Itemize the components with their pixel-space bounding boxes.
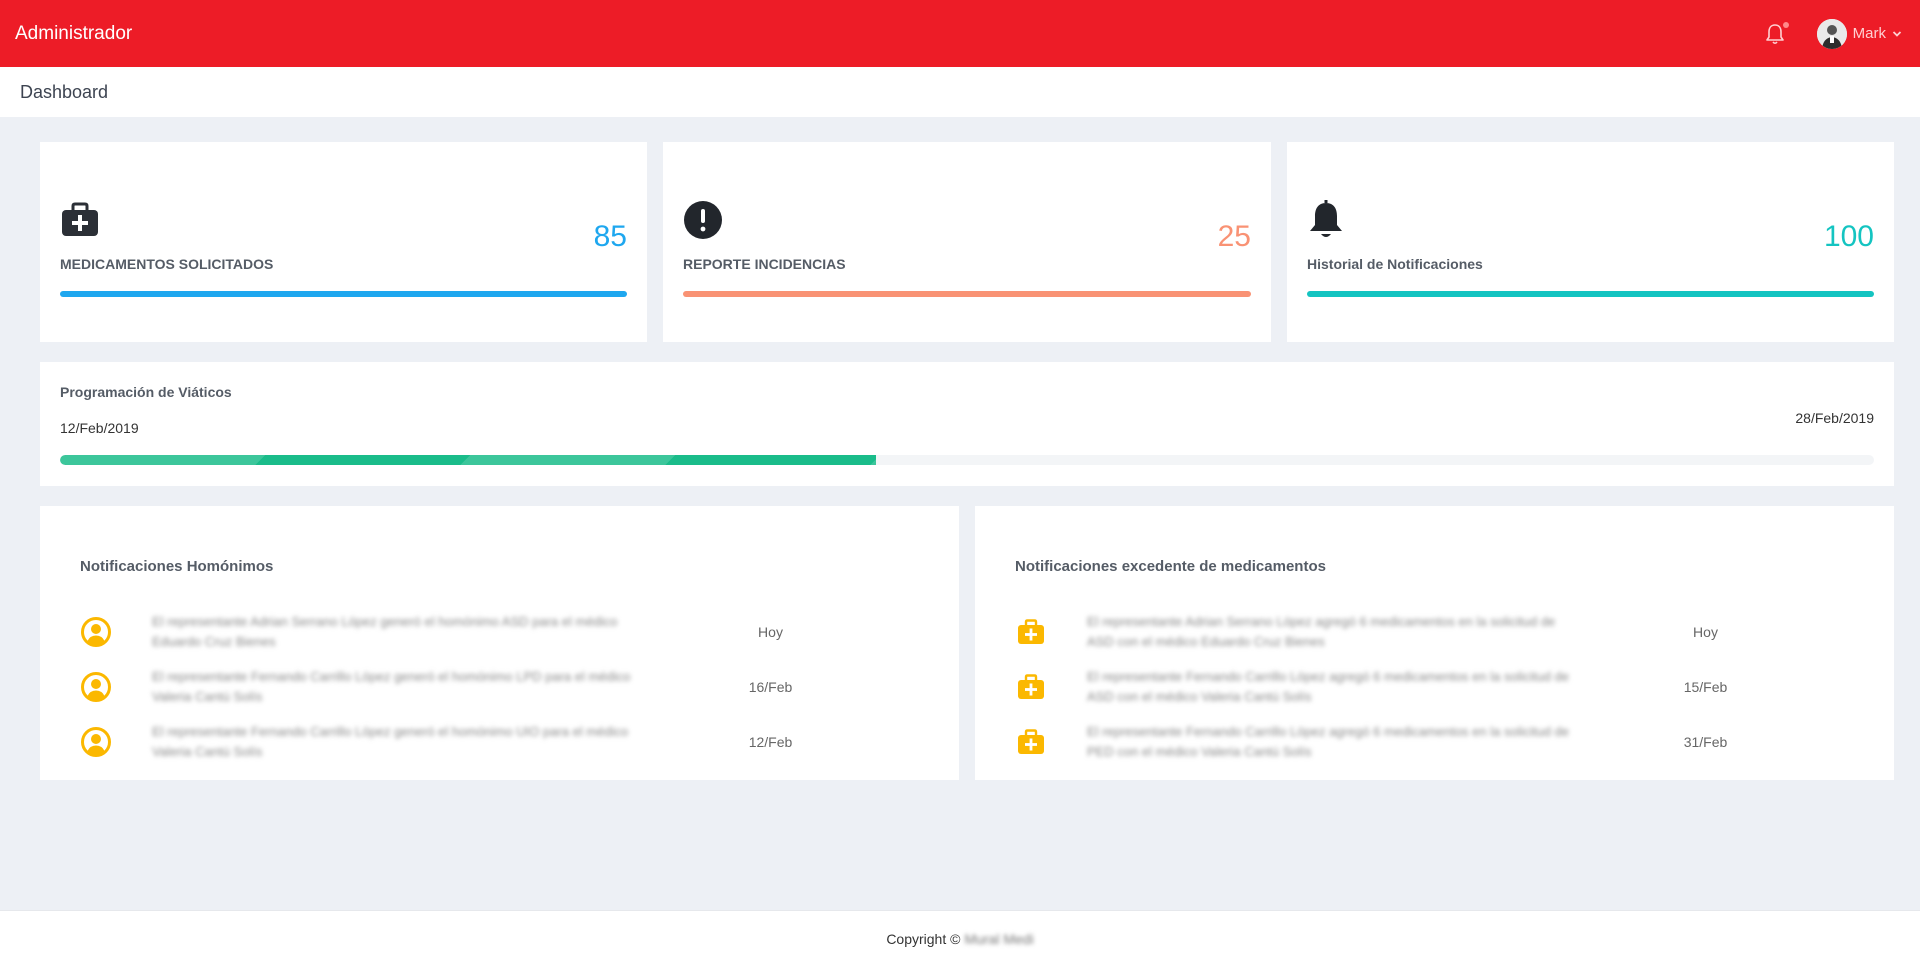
homonimos-list: El representante Adrian Serrano López ge…	[80, 604, 919, 769]
notification-date: 15/Feb	[1683, 678, 1728, 695]
chevron-down-icon	[1892, 30, 1902, 37]
user-circle-icon	[80, 726, 112, 758]
stat-bar	[683, 291, 1251, 297]
list-item[interactable]: El representante Fernando Carrillo López…	[1015, 714, 1854, 769]
medicamentos-panel: Notificaciones excedente de medicamentos…	[975, 506, 1894, 780]
stat-card-incidencias[interactable]: 25 REPORTE INCIDENCIAS	[663, 142, 1271, 342]
notification-date: 31/Feb	[1683, 733, 1728, 750]
page-title: Dashboard	[20, 81, 109, 102]
stat-label: MEDICAMENTOS SOLICITADOS	[60, 256, 274, 272]
list-item[interactable]: El representante Fernando Carrillo López…	[1015, 659, 1854, 714]
notification-text: El representante Adrian Serrano López ag…	[1087, 613, 1556, 649]
stat-bar	[60, 291, 627, 297]
homonimos-panel: Notificaciones Homónimos El representant…	[40, 506, 959, 780]
footer-copyright: Copyright ©	[886, 930, 961, 947]
medical-kit-icon	[60, 202, 100, 243]
stat-label: REPORTE INCIDENCIAS	[683, 256, 846, 272]
bell-icon	[1307, 198, 1345, 245]
app-brand[interactable]: Administrador	[15, 22, 133, 44]
stat-bar	[1307, 291, 1874, 297]
notification-date: Hoy	[1693, 623, 1718, 640]
stat-card-notificaciones[interactable]: 100 Historial de Notificaciones	[1287, 142, 1894, 342]
list-item[interactable]: El representante Fernando Carrillo López…	[80, 714, 919, 769]
schedule-progress-track	[60, 455, 1874, 465]
notification-dot	[1782, 21, 1789, 28]
panel-title: Notificaciones excedente de medicamentos	[1015, 558, 1326, 575]
footer: Copyright © Mural Medi	[0, 910, 1920, 966]
stat-label: Historial de Notificaciones	[1307, 256, 1483, 272]
notifications-button[interactable]	[1765, 21, 1789, 46]
user-circle-icon	[80, 616, 112, 648]
avatar	[1816, 18, 1847, 49]
medical-kit-icon	[1015, 726, 1047, 758]
notification-text: El representante Fernando Carrillo López…	[152, 668, 631, 704]
notification-date: Hoy	[758, 623, 783, 640]
bell-icon	[1765, 23, 1784, 44]
medical-kit-icon	[1015, 671, 1047, 703]
schedule-title: Programación de Viáticos	[60, 384, 232, 400]
schedule-start-date: 12/Feb/2019	[60, 420, 139, 436]
medical-kit-icon	[1015, 616, 1047, 648]
stat-value: 25	[1217, 220, 1251, 253]
footer-brand[interactable]: Mural Medi	[964, 930, 1034, 947]
user-circle-icon	[80, 671, 112, 703]
notification-text: El representante Adrian Serrano López ge…	[152, 613, 618, 649]
schedule-card: Programación de Viáticos 12/Feb/2019 28/…	[40, 362, 1894, 486]
list-item[interactable]: El representante Adrian Serrano López ag…	[1015, 604, 1854, 659]
list-item[interactable]: El representante Adrian Serrano López ge…	[80, 604, 919, 659]
notification-date: 16/Feb	[748, 678, 793, 695]
schedule-end-date: 28/Feb/2019	[1795, 410, 1874, 426]
notification-date: 12/Feb	[748, 733, 793, 750]
page-header: Dashboard	[0, 67, 1920, 117]
medicamentos-list: El representante Adrian Serrano López ag…	[1015, 604, 1854, 769]
list-item[interactable]: El representante Fernando Carrillo López…	[80, 659, 919, 714]
schedule-progress-fill	[60, 455, 877, 465]
alert-circle-icon	[683, 200, 723, 245]
panel-title: Notificaciones Homónimos	[80, 558, 274, 575]
stat-value: 85	[593, 220, 627, 253]
stat-card-medicamentos[interactable]: 85 MEDICAMENTOS SOLICITADOS	[40, 142, 647, 342]
stat-value: 100	[1823, 220, 1874, 253]
notification-text: El representante Fernando Carrillo López…	[1087, 723, 1570, 759]
top-navbar: Administrador Mark	[0, 0, 1920, 67]
notification-text: El representante Fernando Carrillo López…	[152, 723, 629, 759]
notification-text: El representante Fernando Carrillo López…	[1087, 668, 1570, 704]
user-menu[interactable]: Mark	[1816, 18, 1902, 49]
user-name: Mark	[1852, 25, 1886, 42]
topbar-actions: Mark	[1765, 18, 1902, 49]
